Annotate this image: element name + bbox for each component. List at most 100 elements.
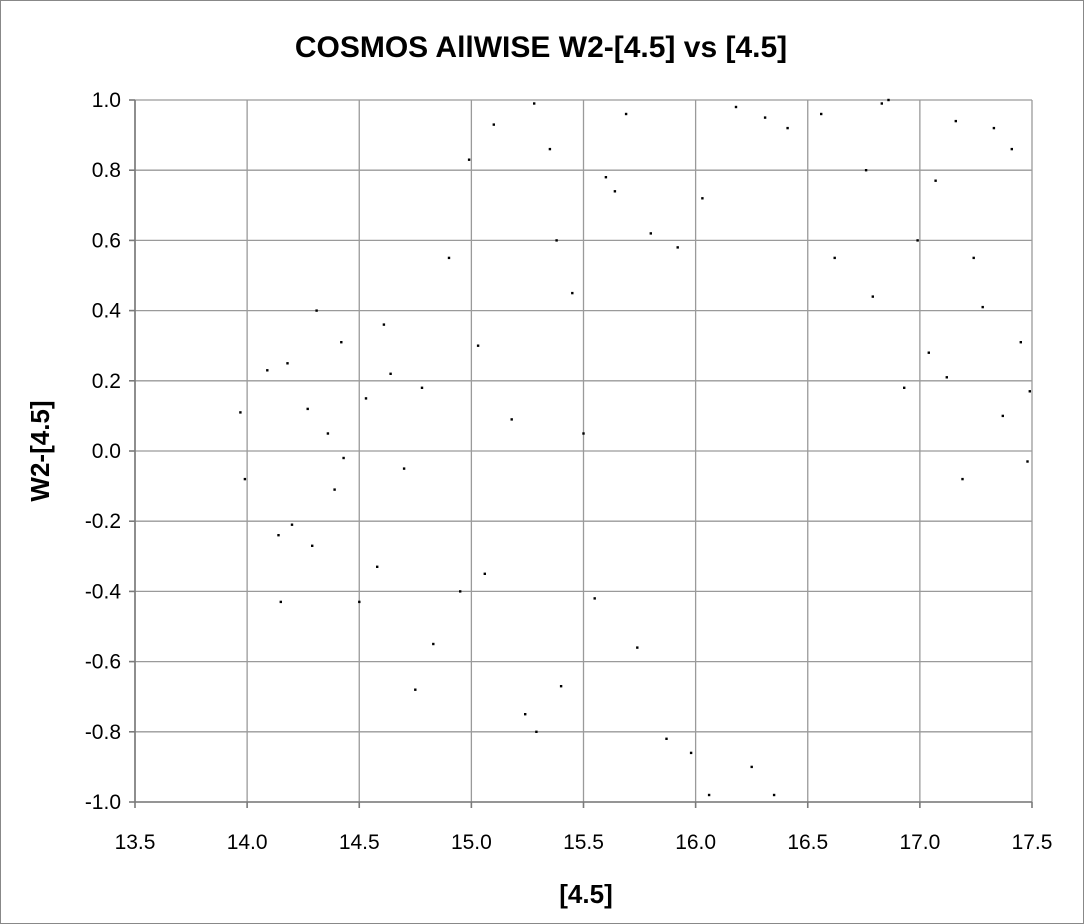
data-point <box>707 793 711 797</box>
data-point <box>772 793 776 797</box>
data-point <box>342 456 345 460</box>
data-point <box>665 737 668 740</box>
data-point <box>833 256 836 260</box>
data-point <box>432 642 435 646</box>
x-tick-label: 17.0 <box>899 831 940 854</box>
data-point <box>613 190 617 193</box>
x-tick-label: 15.5 <box>563 831 604 854</box>
data-points <box>239 98 1031 797</box>
y-tick-label: -1.0 <box>85 791 121 814</box>
y-tick-label: 0.8 <box>92 159 121 182</box>
y-axis-tick-labels: -1.0 -0.8 -0.6 -0.4 -0.2 0.0 0.2 0.4 0.6 0.8 1.0 <box>85 89 122 814</box>
data-point <box>961 477 964 481</box>
data-point <box>1026 460 1029 463</box>
data-point <box>981 305 984 309</box>
data-point <box>1019 341 1022 344</box>
data-point <box>571 291 574 295</box>
data-point <box>676 246 679 249</box>
data-point <box>277 534 280 537</box>
data-point <box>389 372 392 375</box>
x-tick-label: 14.5 <box>339 831 380 854</box>
x-tick-label: 16.5 <box>787 831 828 854</box>
y-tick-label: -0.6 <box>85 651 121 674</box>
data-point <box>476 344 480 347</box>
data-point <box>945 376 948 379</box>
data-point <box>934 179 937 182</box>
data-point <box>459 590 462 593</box>
data-point <box>593 597 596 600</box>
data-point <box>535 730 538 733</box>
data-point <box>750 765 753 769</box>
data-point <box>559 685 563 688</box>
data-point <box>239 411 242 414</box>
data-point <box>315 309 318 312</box>
data-point <box>954 119 957 123</box>
data-point <box>916 239 919 242</box>
data-point <box>376 565 379 568</box>
x-axis-tick-labels: 13.5 14.0 14.5 15.0 15.5 16.0 16.5 17.0 17.5 <box>115 831 1053 854</box>
data-point <box>290 523 294 526</box>
data-point <box>1028 390 1031 393</box>
y-tick-label: 0.4 <box>92 300 122 323</box>
chart-title: COSMOS AllWISE W2-[4.5] vs [4.5] <box>295 31 787 64</box>
x-axis-title: [4.5] <box>559 879 612 909</box>
data-point <box>326 432 330 435</box>
y-tick-label: -0.2 <box>85 510 121 533</box>
data-point <box>402 467 406 470</box>
data-point <box>636 646 639 649</box>
data-point <box>701 197 704 200</box>
data-point <box>624 112 628 116</box>
grid <box>134 99 1033 803</box>
data-point <box>306 407 309 411</box>
data-point <box>382 323 386 326</box>
y-tick-label: 0.0 <box>92 440 121 463</box>
data-point <box>524 713 527 716</box>
data-point <box>887 98 890 102</box>
data-point <box>548 147 552 151</box>
y-tick-label: 0.6 <box>92 229 121 252</box>
data-point <box>447 256 451 260</box>
data-point <box>734 105 738 109</box>
y-axis-title: W2-[4.5] <box>25 400 55 501</box>
data-point <box>333 488 336 491</box>
data-point <box>510 418 513 421</box>
data-point <box>358 600 361 604</box>
data-point <box>414 688 417 691</box>
data-point <box>364 397 368 400</box>
axes <box>129 99 1033 808</box>
data-point <box>649 232 652 235</box>
data-point <box>483 572 486 575</box>
data-point <box>340 341 343 344</box>
data-point <box>492 123 495 126</box>
x-tick-label: 16.0 <box>675 831 716 854</box>
y-tick-label: 1.0 <box>92 89 121 112</box>
data-point <box>992 126 996 130</box>
y-tick-label: -0.4 <box>85 580 122 603</box>
data-point <box>266 369 269 372</box>
x-tick-label: 13.5 <box>115 831 156 854</box>
data-point <box>604 176 608 179</box>
data-point <box>1001 414 1004 418</box>
data-point <box>1010 147 1013 151</box>
data-point <box>243 477 247 481</box>
data-point <box>880 102 883 105</box>
data-point <box>927 351 930 354</box>
data-point <box>582 432 585 435</box>
y-tick-label: 0.2 <box>92 370 121 393</box>
data-point <box>820 112 823 116</box>
data-point <box>903 386 906 389</box>
data-point <box>786 126 789 130</box>
data-point <box>420 386 424 389</box>
data-point <box>533 102 536 105</box>
data-point <box>763 116 767 119</box>
x-tick-label: 14.0 <box>227 831 268 854</box>
data-point <box>467 158 471 161</box>
data-point <box>864 169 868 172</box>
data-point <box>555 239 558 242</box>
data-point <box>972 256 975 260</box>
y-tick-label: -0.8 <box>85 721 121 744</box>
data-point <box>871 295 874 298</box>
data-point <box>311 544 314 547</box>
